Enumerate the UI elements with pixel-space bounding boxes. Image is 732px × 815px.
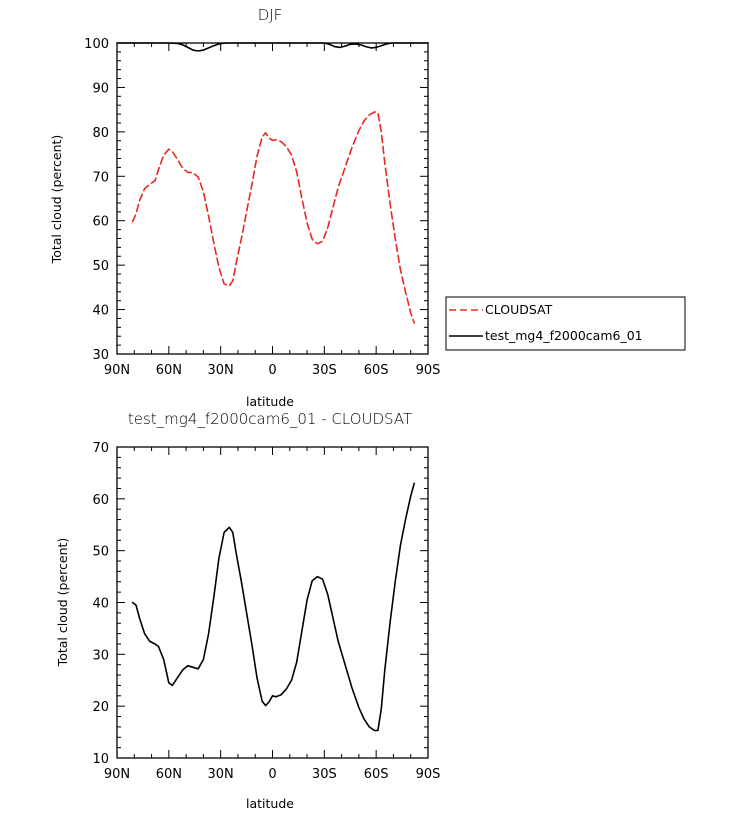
series-line-1-0 xyxy=(131,482,415,732)
y-tick-label-1-6: 70 xyxy=(92,441,109,456)
legend-label-cloudsat: CLOUDSAT xyxy=(485,302,553,317)
x-tick-label-1-5: 60S xyxy=(364,767,389,782)
y-tick-label-1-3: 40 xyxy=(92,597,109,612)
top-ticks-group: 90N 60N 30N 0 30S 60S 90S 30 40 50 60 70 80 90 100 xyxy=(84,37,440,378)
plot-frame-top xyxy=(116,42,429,355)
y-tick-label-1-4: 50 xyxy=(92,545,109,560)
y-tick-label-0-5: 80 xyxy=(92,126,109,141)
y-tick-label-1-2: 30 xyxy=(92,648,109,663)
bottom-ticks-group: 90N 60N 30N 0 30S 60S 90S 10 20 30 40 50 60 70 xyxy=(92,441,440,782)
x-tick-label-0-0: 90N xyxy=(104,363,130,378)
x-axis-label-bottom: latitude xyxy=(246,796,294,811)
x-tick-label-0-2: 30N xyxy=(208,363,234,378)
x-tick-label-0-1: 60N xyxy=(156,363,182,378)
y-axis-label-top: Total cloud (percent) xyxy=(49,135,64,265)
chart-title-difference: test_mg4_f2000cam6_01 - CLOUDSAT xyxy=(128,410,412,428)
y-tick-label-0-7: 100 xyxy=(84,37,109,52)
y-tick-label-1-0: 10 xyxy=(92,752,109,767)
bottom-series-group xyxy=(131,482,415,732)
x-tick-label-1-6: 90S xyxy=(416,767,441,782)
y-tick-label-1-5: 60 xyxy=(92,493,109,508)
y-axis-label-bottom: Total cloud (percent) xyxy=(55,538,70,668)
x-tick-label-1-2: 30N xyxy=(208,767,234,782)
y-tick-label-0-4: 70 xyxy=(92,170,109,185)
panel-difference: test_mg4_f2000cam6_01 - CLOUDSAT 90N 60N 3… xyxy=(55,410,440,811)
y-tick-label-0-3: 60 xyxy=(92,215,109,230)
panel-djf: DJF 90N 60N 30N 0 30S 60S 90S 30 40 50 60 70 80 90 100… xyxy=(49,6,686,409)
legend-label-model: test_mg4_f2000cam6_01 xyxy=(485,328,643,343)
x-tick-label-1-4: 30S xyxy=(312,767,337,782)
x-tick-label-0-6: 90S xyxy=(416,363,441,378)
series-line-0-0 xyxy=(131,111,415,324)
top-series-group xyxy=(116,42,429,324)
x-tick-label-0-5: 60S xyxy=(364,363,389,378)
x-tick-label-0-3: 0 xyxy=(268,363,276,378)
legend: CLOUDSAT test_mg4_f2000cam6_01 xyxy=(445,296,686,351)
x-tick-label-1-1: 60N xyxy=(156,767,182,782)
x-tick-label-1-0: 90N xyxy=(104,767,130,782)
y-tick-label-0-2: 50 xyxy=(92,259,109,274)
x-tick-label-0-4: 30S xyxy=(312,363,337,378)
y-tick-label-1-1: 20 xyxy=(92,700,109,715)
x-axis-label-top: latitude xyxy=(246,394,294,409)
y-tick-label-0-6: 90 xyxy=(92,81,109,96)
y-tick-label-0-1: 40 xyxy=(92,304,109,319)
x-tick-label-1-3: 0 xyxy=(268,767,276,782)
y-tick-label-0-0: 30 xyxy=(92,348,109,363)
legend-box xyxy=(445,296,686,351)
chart-title-djf: DJF xyxy=(258,6,283,24)
